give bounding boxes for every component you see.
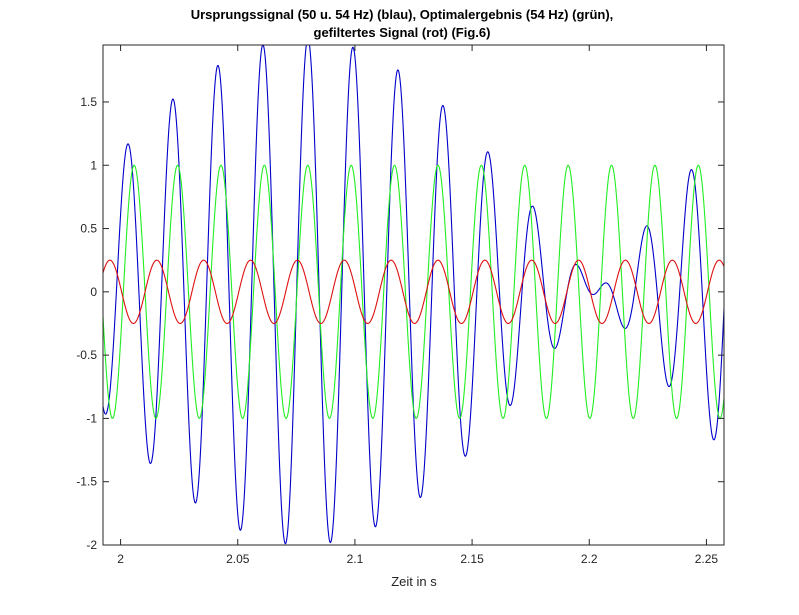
y-tick-label: 0.5 — [80, 222, 97, 236]
y-tick-label: -2 — [86, 538, 97, 552]
y-tick-label: 0 — [90, 285, 97, 299]
x-tick-label: 2.1 — [347, 552, 364, 566]
series-layer — [103, 45, 724, 545]
series-line-gruen — [103, 164, 724, 419]
x-tick-label: 2 — [117, 552, 124, 566]
y-tick-label: -1.5 — [76, 475, 97, 489]
y-tick-label: -1 — [86, 411, 97, 425]
plot-area: 2 2.05 2.1 2.15 2.2 2.25 -2 -1.5 -1 -0.5 0 0.5 1 1.5 — [76, 44, 725, 566]
y-tick-label: 1.5 — [80, 95, 97, 109]
x-tick-label: 2.15 — [460, 552, 484, 566]
y-tick-label: 1 — [90, 158, 97, 172]
x-axis: 2 2.05 2.1 2.15 2.2 2.25 — [117, 45, 718, 566]
chart-title-line-1: Ursprungssignal (50 u. 54 Hz) (blau), Op… — [191, 7, 614, 22]
series-line-rot — [103, 259, 724, 325]
x-tick-label: 2.05 — [226, 552, 250, 566]
y-tick-label: -0.5 — [76, 348, 97, 362]
axes-box — [102, 44, 725, 546]
x-tick-label: 2.2 — [581, 552, 598, 566]
axes-background — [103, 45, 724, 545]
y-axis: -2 -1.5 -1 -0.5 0 0.5 1 1.5 — [76, 95, 724, 552]
x-axis-label: Zeit in s — [391, 574, 437, 589]
x-tick-label: 2.25 — [695, 552, 719, 566]
chart-title-line-2: gefiltertes Signal (rot) (Fig.6) — [314, 25, 491, 40]
